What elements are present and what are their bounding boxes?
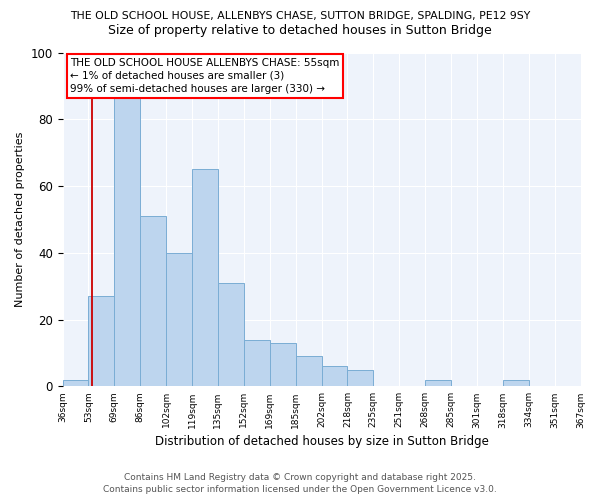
Text: Contains HM Land Registry data © Crown copyright and database right 2025.
Contai: Contains HM Land Registry data © Crown c… <box>103 472 497 494</box>
Bar <box>218 283 244 387</box>
Bar <box>140 216 166 386</box>
Bar <box>503 380 529 386</box>
Y-axis label: Number of detached properties: Number of detached properties <box>15 132 25 307</box>
Bar <box>322 366 347 386</box>
Bar <box>62 380 88 386</box>
Bar <box>270 343 296 386</box>
Bar <box>88 296 115 386</box>
Bar <box>347 370 373 386</box>
Bar <box>166 253 192 386</box>
X-axis label: Distribution of detached houses by size in Sutton Bridge: Distribution of detached houses by size … <box>155 434 488 448</box>
Text: Size of property relative to detached houses in Sutton Bridge: Size of property relative to detached ho… <box>108 24 492 37</box>
Bar <box>115 76 140 386</box>
Bar <box>244 340 270 386</box>
Bar <box>192 170 218 386</box>
Text: THE OLD SCHOOL HOUSE ALLENBYS CHASE: 55sqm
← 1% of detached houses are smaller (: THE OLD SCHOOL HOUSE ALLENBYS CHASE: 55s… <box>70 58 340 94</box>
Bar <box>296 356 322 386</box>
Bar <box>425 380 451 386</box>
Text: THE OLD SCHOOL HOUSE, ALLENBYS CHASE, SUTTON BRIDGE, SPALDING, PE12 9SY: THE OLD SCHOOL HOUSE, ALLENBYS CHASE, SU… <box>70 11 530 21</box>
